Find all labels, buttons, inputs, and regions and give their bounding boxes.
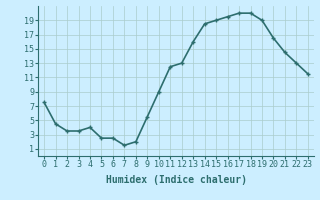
X-axis label: Humidex (Indice chaleur): Humidex (Indice chaleur)	[106, 175, 246, 185]
